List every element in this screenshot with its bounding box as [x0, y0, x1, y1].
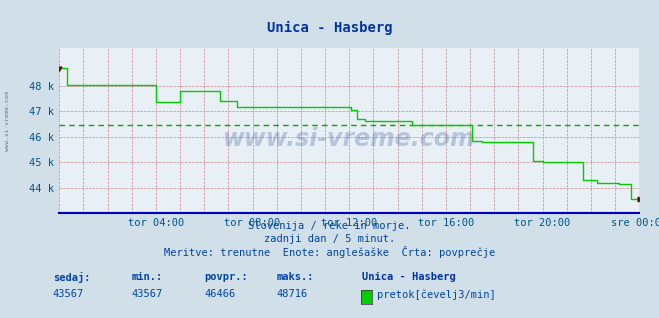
- Text: Slovenija / reke in morje.: Slovenija / reke in morje.: [248, 221, 411, 231]
- Text: min.:: min.:: [132, 272, 163, 282]
- Text: Meritve: trenutne  Enote: anglešaške  Črta: povprečje: Meritve: trenutne Enote: anglešaške Črta…: [164, 246, 495, 259]
- Text: 46466: 46466: [204, 289, 235, 299]
- Text: povpr.:: povpr.:: [204, 272, 248, 282]
- Text: Unica - Hasberg: Unica - Hasberg: [362, 272, 456, 282]
- Text: 48716: 48716: [277, 289, 308, 299]
- Text: Unica - Hasberg: Unica - Hasberg: [267, 21, 392, 35]
- Text: sedaj:: sedaj:: [53, 272, 90, 283]
- Text: maks.:: maks.:: [277, 272, 314, 282]
- Text: www.si-vreme.com: www.si-vreme.com: [223, 127, 476, 151]
- Text: www.si-vreme.com: www.si-vreme.com: [5, 91, 11, 151]
- Text: zadnji dan / 5 minut.: zadnji dan / 5 minut.: [264, 234, 395, 244]
- Text: 43567: 43567: [132, 289, 163, 299]
- Text: pretok[čevelj3/min]: pretok[čevelj3/min]: [377, 289, 496, 300]
- Text: 43567: 43567: [53, 289, 84, 299]
